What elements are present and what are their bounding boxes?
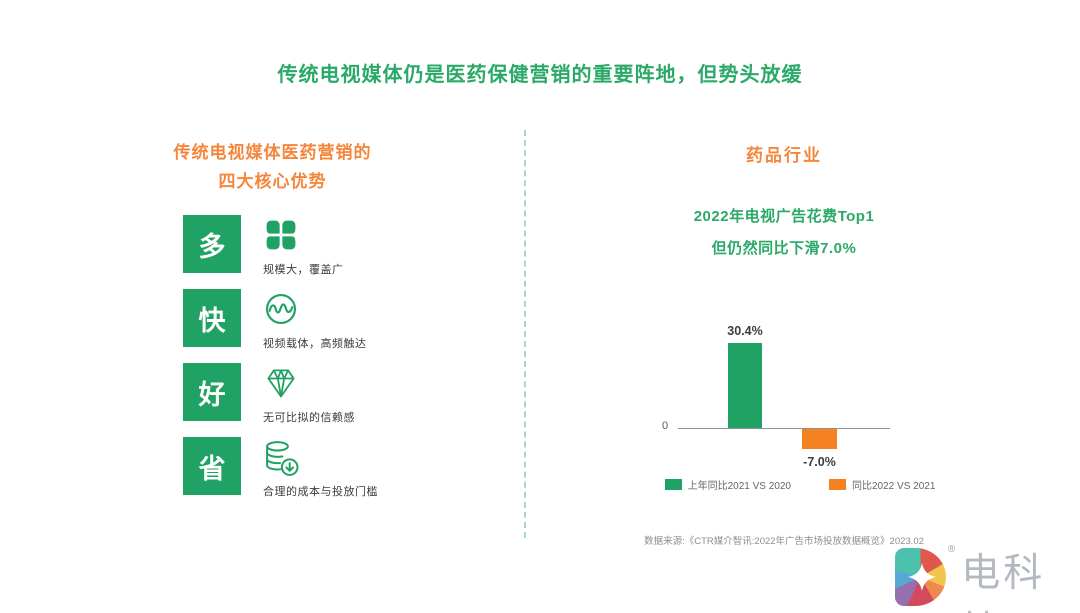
brand-logo: ® 电科技 — [895, 544, 1080, 613]
data-source-note: 数据来源:《CTR媒介智讯:2022年广告市场投放数据概览》2023.02 — [644, 536, 924, 547]
wave-circle-icon — [263, 291, 367, 327]
highlight-top1: 2022年电视广告花费Top1 — [693, 208, 875, 225]
left-section-title-line1: 传统电视媒体医药营销的 — [173, 143, 372, 162]
bar-2021-vs-2020 — [728, 343, 762, 428]
bar-group-2022-vs-2021: -7.0% — [802, 429, 837, 469]
brand-name: 电科技 — [961, 552, 1046, 613]
highlight-decline: 但仍然同比下滑7.0% — [711, 240, 857, 257]
left-section-title-line2: 四大核心优势 — [218, 172, 327, 191]
legend-swatch-orange — [829, 479, 846, 490]
advantage-label: 视频载体，高频触达 — [263, 338, 367, 350]
page-title: 传统电视媒体仍是医药保健营销的重要阵地，但势头放缓 — [277, 64, 803, 86]
coins-icon — [263, 439, 378, 479]
advantage-row-quality: 好 无可比拟的信赖感 — [183, 363, 355, 425]
diamond-icon — [263, 365, 355, 401]
advantage-label: 无可比拟的信赖感 — [263, 412, 355, 424]
zero-baseline-label: 0 — [662, 420, 669, 432]
advantage-label: 合理的成本与投放门槛 — [263, 486, 378, 498]
legend-label: 上年同比2021 VS 2020 — [687, 481, 791, 492]
bar-group-2021-vs-2020: 30.4% — [727, 324, 763, 428]
legend-swatch-green — [664, 479, 682, 490]
legend-label: 同比2022 VS 2021 — [852, 481, 936, 492]
x-axis-line — [678, 428, 890, 429]
advantage-badge-sheng: 省 — [183, 437, 241, 495]
advantage-badge-duo: 多 — [183, 215, 241, 273]
logo-star-icon — [908, 563, 936, 591]
left-section-title: 传统电视媒体医药营销的 四大核心优势 — [100, 138, 445, 196]
advantage-badge-kuai: 快 — [183, 289, 241, 347]
bar-chart: 0 30.4% -7.0% — [662, 324, 890, 475]
legend-item-green: 上年同比2021 VS 2020 — [664, 477, 791, 492]
advantage-row-cost: 省 合理的成本与投放门槛 — [183, 437, 378, 499]
bar-value-label: 30.4% — [727, 324, 763, 338]
registered-mark: ® — [947, 544, 956, 555]
industry-title: 药品行业 — [746, 146, 822, 165]
clover-icon — [263, 217, 344, 253]
advantage-row-scale: 多 规模大，覆盖广 — [183, 215, 344, 277]
advantage-label: 规模大，覆盖广 — [263, 264, 344, 276]
legend-item-orange: 同比2022 VS 2021 — [829, 477, 935, 492]
bar-value-label: -7.0% — [803, 455, 836, 469]
vertical-divider — [524, 130, 526, 538]
advantage-row-speed: 快 视频载体，高频触达 — [183, 289, 367, 351]
advantage-badge-hao: 好 — [183, 363, 241, 421]
chart-legend: 上年同比2021 VS 2020 同比2022 VS 2021 — [660, 477, 940, 492]
bar-2022-vs-2021 — [802, 429, 837, 449]
logo-d-mark — [895, 548, 946, 606]
